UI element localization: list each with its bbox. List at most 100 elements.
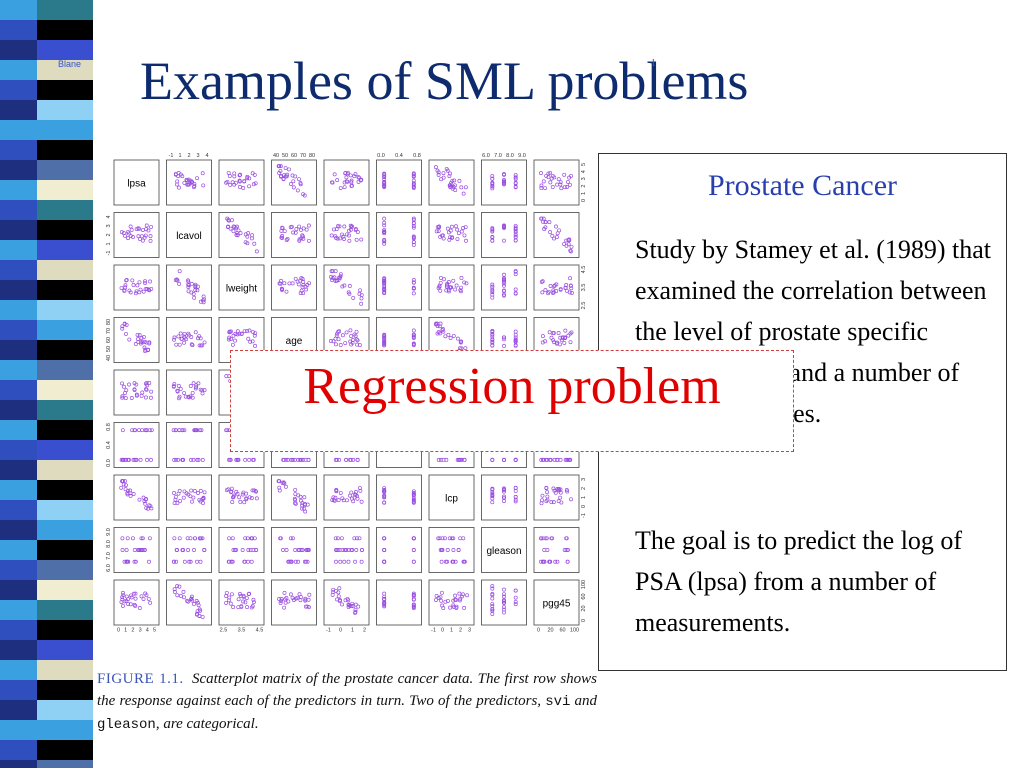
scatter-point [382,548,387,552]
variable-label: age [286,336,303,347]
axis-tick-label: 70 [106,328,112,334]
scatter-point [382,216,387,221]
stripe-block [37,140,93,160]
scatter-point [135,332,140,337]
scatter-point [149,224,154,229]
scatter-point [133,291,138,296]
scatter-point [251,548,256,552]
axis-tick-label: 50 [282,153,288,159]
scatter-point [513,173,518,178]
axis-tick-label: 1 [351,628,354,634]
scatter-point [490,288,495,293]
scatter-point [543,220,548,225]
scatter-point [173,171,178,176]
scatter-point [343,598,348,603]
scatter-point [568,248,573,253]
scatter-point [192,183,197,188]
scatter-point [120,326,125,331]
scatter-point [449,224,454,229]
stripe-edge [0,300,37,320]
scatter-point [177,536,182,541]
scatter-point [278,168,283,173]
scatter-point [123,457,128,462]
stripe-block [37,480,93,500]
axis-tick-label: 3 [139,628,142,634]
scatter-point [411,291,416,296]
scatter-point [551,338,556,343]
scatter-point [224,600,229,605]
scatter-point [513,287,518,292]
scatter-point [186,394,191,399]
scatter-point [238,179,242,184]
stripe-block [37,180,93,200]
scatter-point [547,457,552,462]
scatter-point [347,603,352,608]
scatter-point [231,548,236,552]
scatter-point [180,428,185,433]
scatter-point [148,238,153,243]
scatter-point [411,559,416,564]
matrix-panel [323,474,370,521]
scatter-point [338,236,342,241]
scatter-point [131,457,136,462]
stripe-block [37,80,93,100]
axis-tick-label: 2 [581,185,587,188]
scatter-point [186,548,191,552]
scatter-point [202,340,207,345]
scatter-point [144,387,149,392]
stripe-edge [0,500,37,520]
scatter-point [331,495,336,500]
scatter-point [242,559,247,564]
scatter-point [382,500,387,505]
axis-tick-label: 8.0 [506,153,514,159]
scatter-point [554,235,559,240]
scatter-point [490,228,495,233]
scatter-point [303,502,307,506]
scatter-point [353,602,358,607]
scatter-point [186,289,191,294]
scatter-point [224,428,229,433]
page-number: 1 [651,58,656,69]
scatter-point [334,488,339,492]
scatter-point [171,384,176,389]
scatter-point [457,178,462,183]
scatter-point [568,249,573,254]
axis-tick-label: 60 [581,593,587,599]
scatter-point [234,232,239,237]
scatter-point [301,236,306,241]
scatter-point [337,598,342,603]
scatter-point [200,171,205,176]
scatter-point [490,343,495,348]
scatter-point [411,490,416,495]
scatter-point [439,590,444,595]
scatter-point [226,598,231,603]
stripe-block [37,160,93,180]
scatter-point [348,457,353,462]
scatter-point [250,604,255,609]
scatter-point [128,602,133,607]
scatter-point [126,236,130,241]
scatter-point [132,457,137,462]
scatter-point [547,220,552,225]
scatter-point [123,233,127,238]
matrix-panel [533,159,580,206]
scatter-point [553,559,558,564]
scatter-point [247,591,252,596]
matrix-panel [323,579,370,626]
scatter-point [231,229,236,234]
scatter-point [293,596,298,601]
scatter-point [124,331,128,336]
caption-text-part2: , are categorical. [155,716,259,732]
scatter-point [459,285,463,290]
axis-tick-label: 20 [547,628,553,634]
scatter-point [411,594,416,599]
scatter-point [278,600,283,605]
scatter-point [238,172,243,177]
scatter-point [558,495,563,500]
scatter-point [490,612,495,616]
axis-tick-label: -1 [326,628,331,634]
scatter-point [490,226,495,231]
scatter-point [293,230,298,235]
scatter-point [240,492,245,497]
scatter-point [251,182,256,187]
